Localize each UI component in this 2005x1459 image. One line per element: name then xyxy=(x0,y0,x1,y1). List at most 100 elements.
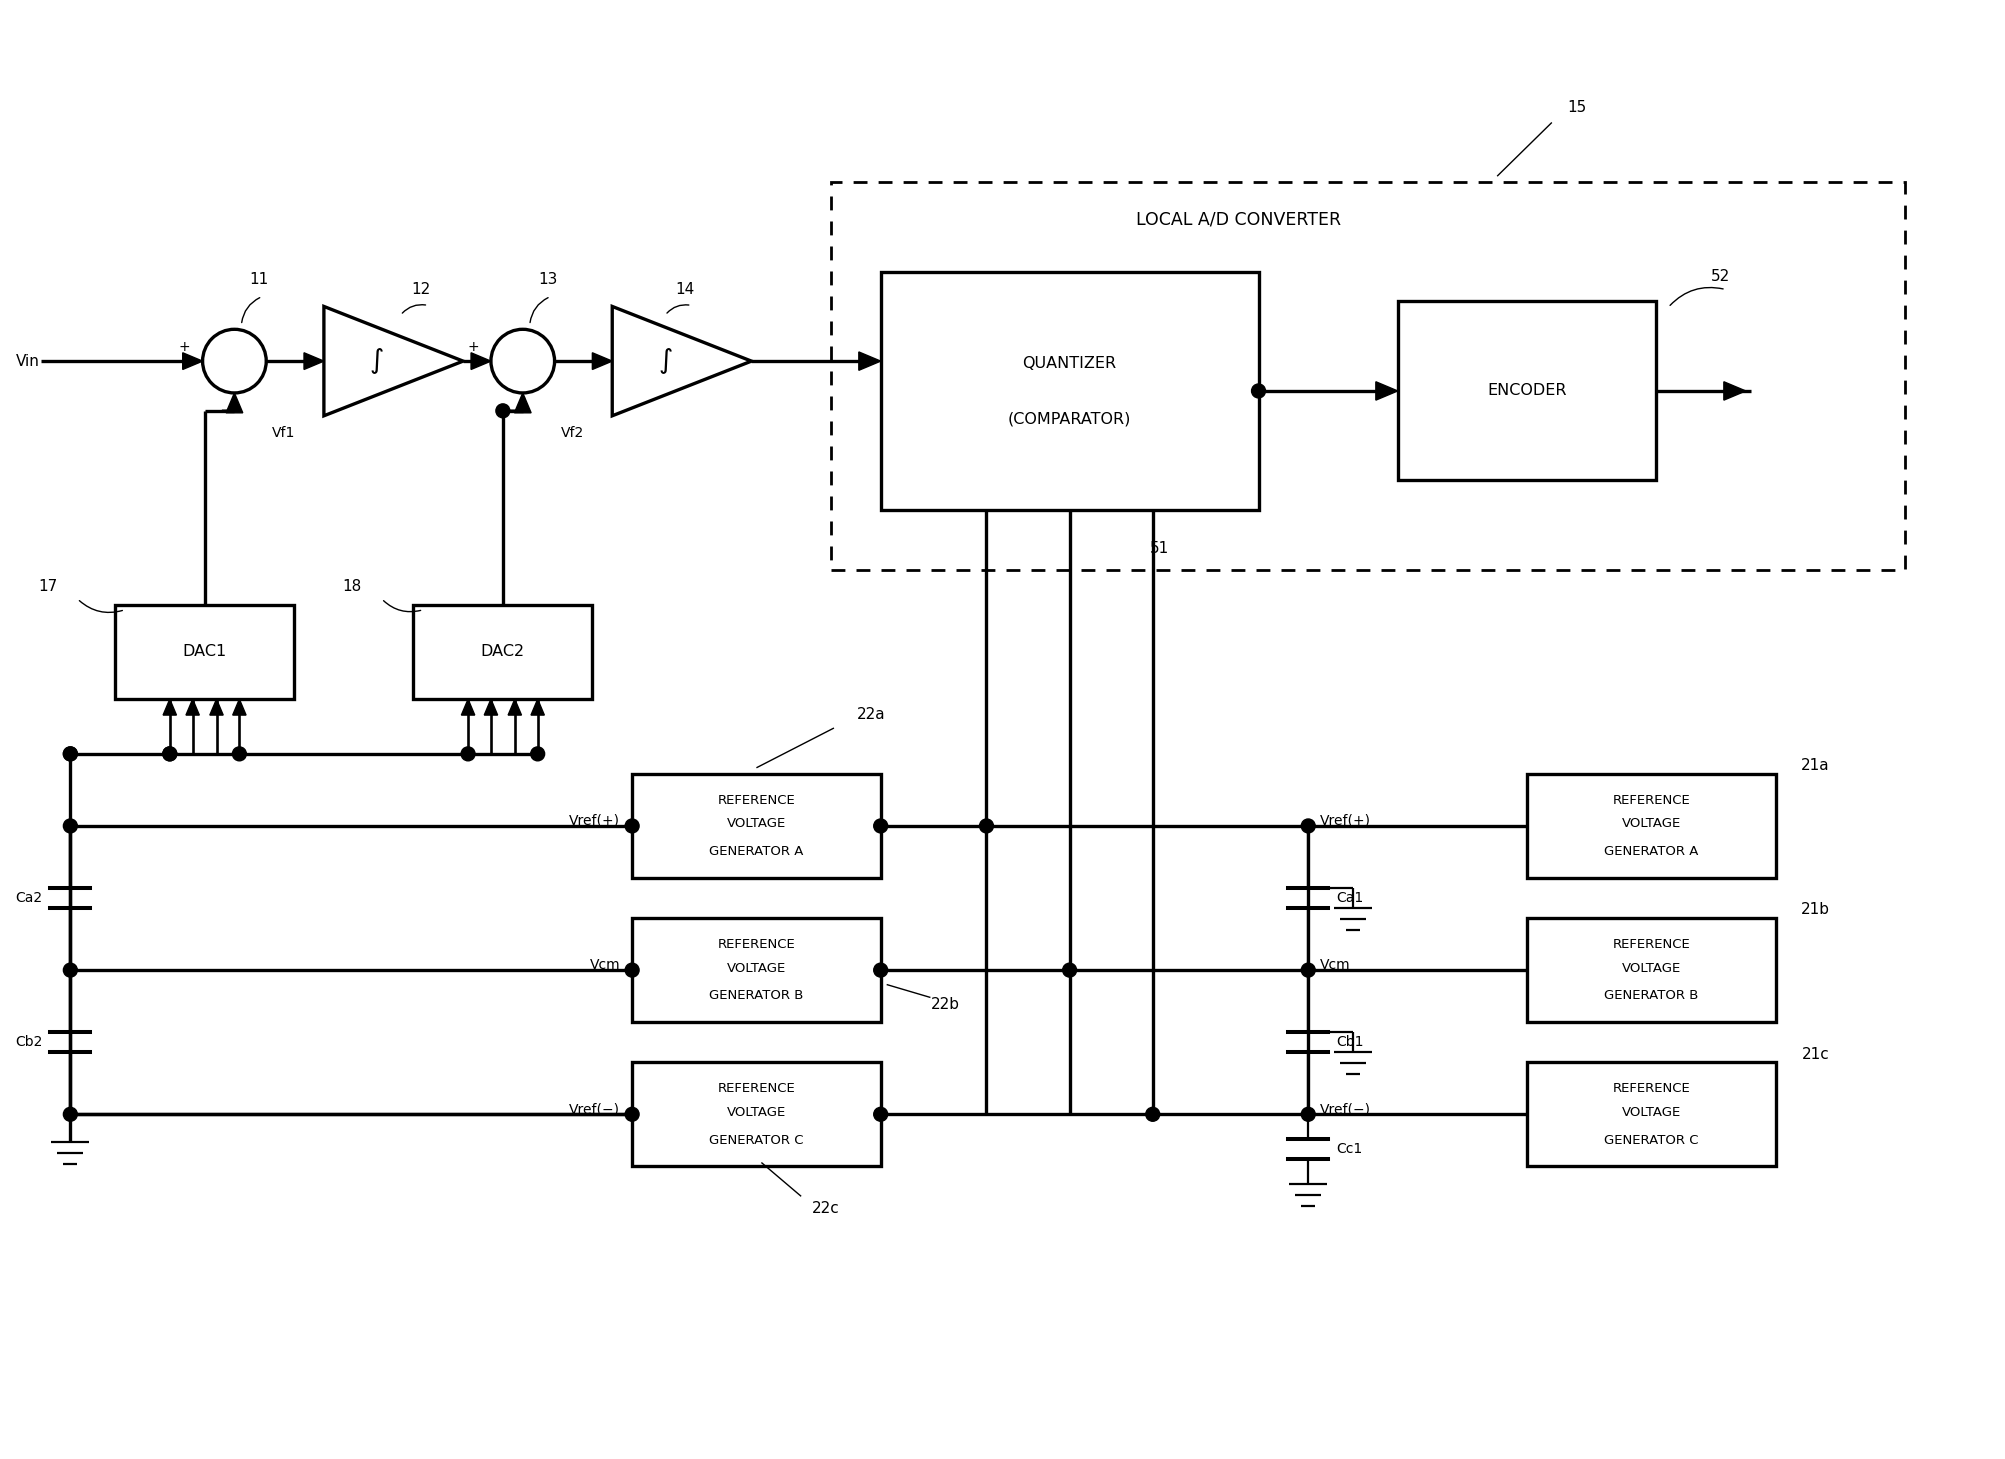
Text: 12: 12 xyxy=(411,282,431,298)
Bar xyxy=(114,604,295,699)
Circle shape xyxy=(64,963,78,978)
Circle shape xyxy=(495,404,509,417)
Text: −: − xyxy=(507,401,523,420)
Text: 18: 18 xyxy=(343,579,361,594)
Text: $\int$: $\int$ xyxy=(658,346,672,376)
Bar xyxy=(632,773,880,878)
Circle shape xyxy=(203,330,267,392)
Circle shape xyxy=(1251,384,1265,398)
Circle shape xyxy=(64,1107,78,1122)
Text: 51: 51 xyxy=(1149,540,1169,556)
Circle shape xyxy=(874,1107,888,1122)
Text: 21a: 21a xyxy=(1800,759,1831,773)
Text: REFERENCE: REFERENCE xyxy=(1612,1083,1690,1094)
Bar xyxy=(1528,918,1776,1023)
Text: Vcm: Vcm xyxy=(589,959,620,972)
Text: Vref(+): Vref(+) xyxy=(569,814,620,827)
Text: VOLTAGE: VOLTAGE xyxy=(726,961,786,975)
Text: Cc1: Cc1 xyxy=(1335,1142,1361,1156)
Text: 13: 13 xyxy=(537,271,557,287)
Text: GENERATOR B: GENERATOR B xyxy=(1604,989,1698,1002)
Text: 11: 11 xyxy=(251,271,269,287)
Text: −: − xyxy=(219,401,235,420)
Text: 17: 17 xyxy=(38,579,56,594)
Circle shape xyxy=(1063,963,1077,978)
Circle shape xyxy=(64,747,78,760)
Text: ENCODER: ENCODER xyxy=(1488,384,1566,398)
Circle shape xyxy=(233,747,247,760)
Text: Vcm: Vcm xyxy=(1319,959,1351,972)
Text: VOLTAGE: VOLTAGE xyxy=(726,1106,786,1119)
Polygon shape xyxy=(211,699,223,715)
Text: GENERATOR A: GENERATOR A xyxy=(710,845,804,858)
Circle shape xyxy=(626,963,640,978)
Text: VOLTAGE: VOLTAGE xyxy=(1622,961,1680,975)
Text: Vref(−): Vref(−) xyxy=(569,1103,620,1116)
Circle shape xyxy=(1301,963,1315,978)
Polygon shape xyxy=(515,392,531,413)
Text: REFERENCE: REFERENCE xyxy=(718,794,796,807)
Polygon shape xyxy=(162,699,176,715)
Text: $\int$: $\int$ xyxy=(369,346,385,376)
Polygon shape xyxy=(186,699,198,715)
Text: REFERENCE: REFERENCE xyxy=(718,938,796,951)
Circle shape xyxy=(626,1107,640,1122)
Text: VOLTAGE: VOLTAGE xyxy=(1622,817,1680,830)
Text: Vref(+): Vref(+) xyxy=(1319,814,1371,827)
Polygon shape xyxy=(305,353,325,369)
Circle shape xyxy=(531,747,545,760)
Circle shape xyxy=(874,963,888,978)
Polygon shape xyxy=(507,699,521,715)
Text: Ca2: Ca2 xyxy=(16,891,42,905)
Bar xyxy=(1528,773,1776,878)
Polygon shape xyxy=(591,353,612,369)
Bar xyxy=(632,1062,880,1167)
Polygon shape xyxy=(227,392,243,413)
Polygon shape xyxy=(461,699,475,715)
Polygon shape xyxy=(182,353,203,369)
Text: Cb2: Cb2 xyxy=(16,1036,42,1049)
Text: Ca1: Ca1 xyxy=(1335,891,1363,905)
Bar xyxy=(413,604,591,699)
Text: 22c: 22c xyxy=(812,1201,840,1215)
Circle shape xyxy=(874,818,888,833)
Polygon shape xyxy=(612,306,752,416)
Text: GENERATOR C: GENERATOR C xyxy=(710,1134,804,1147)
Text: REFERENCE: REFERENCE xyxy=(718,1083,796,1094)
Circle shape xyxy=(1145,1107,1159,1122)
Polygon shape xyxy=(233,699,247,715)
Bar xyxy=(1397,302,1656,480)
Text: Vf2: Vf2 xyxy=(561,426,583,439)
Text: GENERATOR B: GENERATOR B xyxy=(710,989,804,1002)
Text: 15: 15 xyxy=(1568,101,1586,115)
Circle shape xyxy=(64,818,78,833)
Bar xyxy=(880,271,1259,511)
Text: 21b: 21b xyxy=(1800,903,1831,918)
Bar xyxy=(632,918,880,1023)
Polygon shape xyxy=(858,352,880,371)
Text: DAC2: DAC2 xyxy=(481,645,525,659)
Text: +: + xyxy=(178,340,190,355)
Text: +: + xyxy=(467,340,479,355)
Text: 22b: 22b xyxy=(930,996,960,1013)
Circle shape xyxy=(626,818,640,833)
Text: QUANTIZER: QUANTIZER xyxy=(1023,356,1117,371)
Text: 52: 52 xyxy=(1710,268,1730,285)
Circle shape xyxy=(162,747,176,760)
Bar xyxy=(830,182,1905,570)
Polygon shape xyxy=(325,306,463,416)
Text: Vin: Vin xyxy=(16,353,40,369)
Polygon shape xyxy=(485,699,497,715)
Text: GENERATOR C: GENERATOR C xyxy=(1604,1134,1698,1147)
Text: Cb1: Cb1 xyxy=(1335,1036,1363,1049)
Text: VOLTAGE: VOLTAGE xyxy=(726,817,786,830)
Circle shape xyxy=(461,747,475,760)
Polygon shape xyxy=(531,699,543,715)
Text: LOCAL A/D CONVERTER: LOCAL A/D CONVERTER xyxy=(1137,212,1341,229)
Circle shape xyxy=(1301,818,1315,833)
Text: 22a: 22a xyxy=(856,706,884,722)
Polygon shape xyxy=(1724,382,1746,400)
Text: VOLTAGE: VOLTAGE xyxy=(1622,1106,1680,1119)
Text: Vf1: Vf1 xyxy=(273,426,295,439)
Circle shape xyxy=(64,747,78,760)
